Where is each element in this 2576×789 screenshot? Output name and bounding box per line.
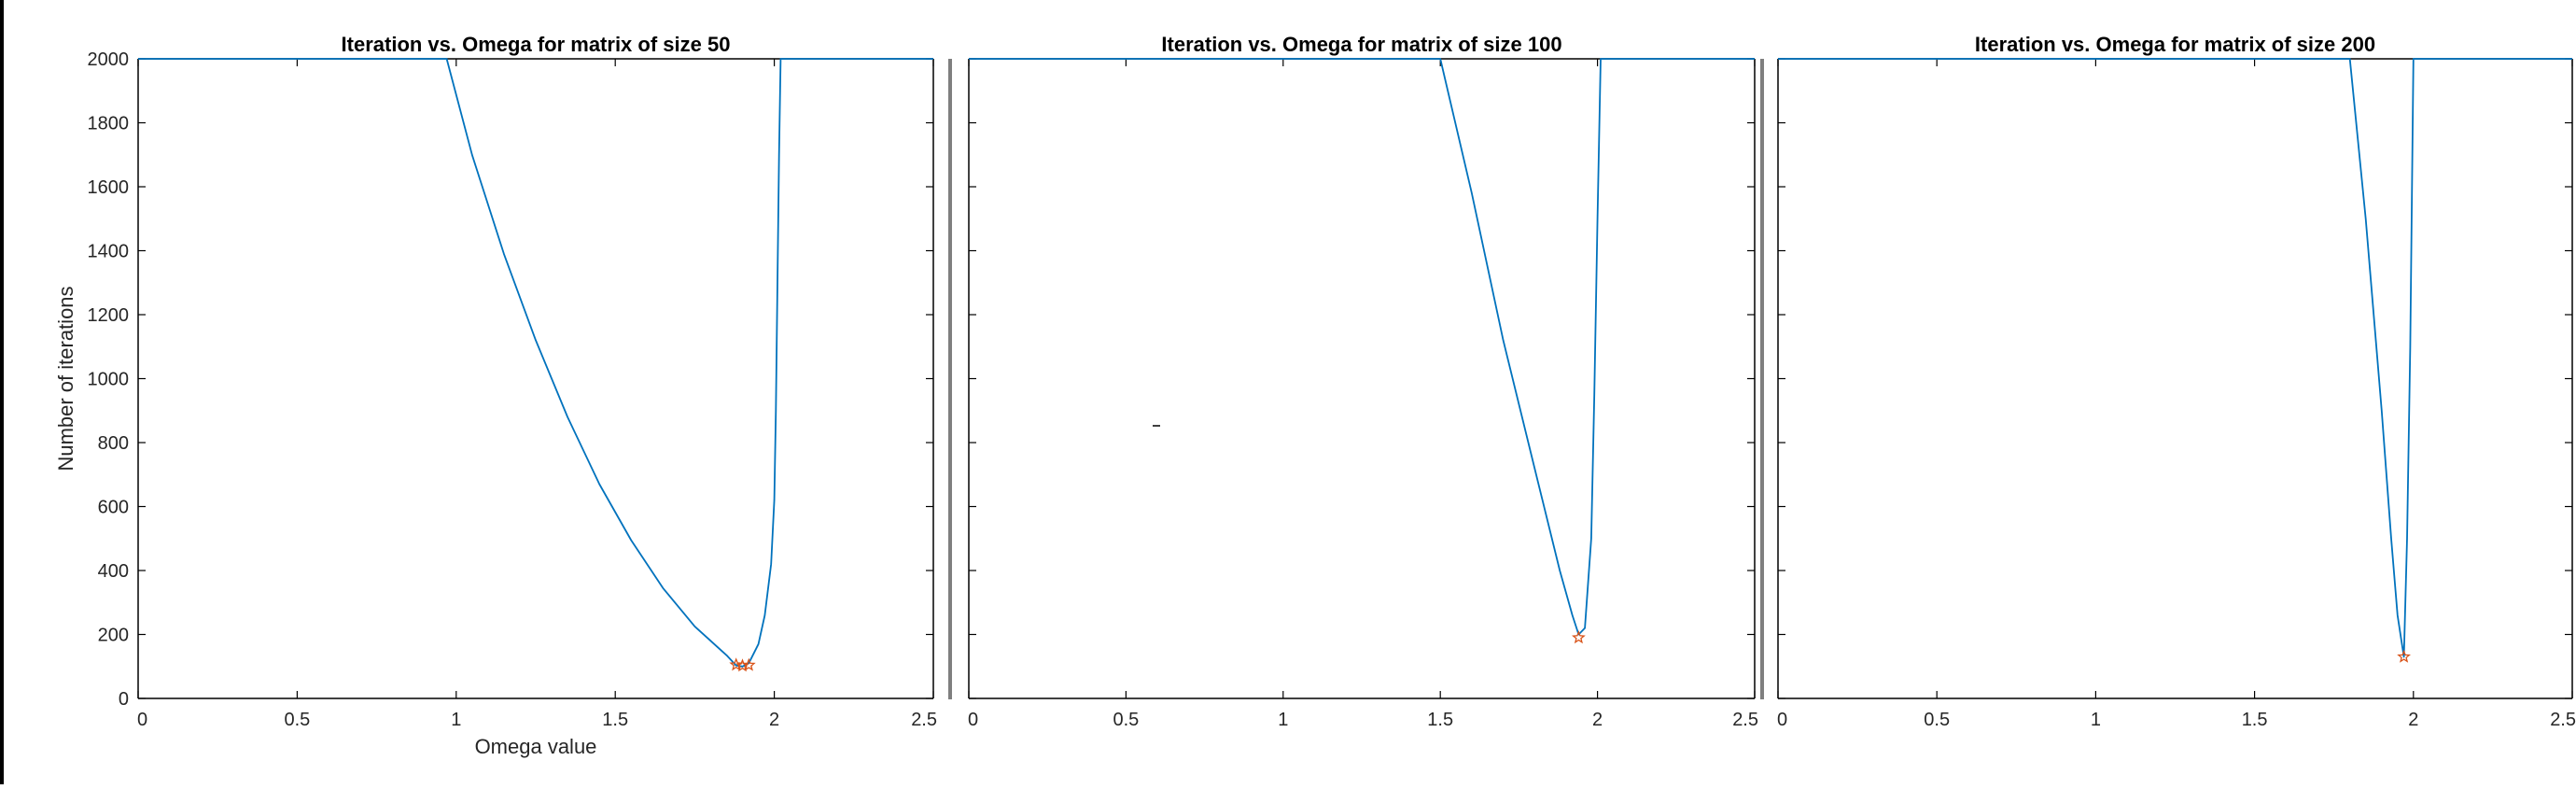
x-tick-label: 2 <box>2408 710 2418 730</box>
x-axis-label: Omega value <box>475 735 597 758</box>
min-point-marker-2 <box>735 658 749 672</box>
x-tick-label: 2.5 <box>911 710 937 730</box>
min-point-marker-1 <box>2397 649 2411 663</box>
chart-title: Iteration vs. Omega for matrix of size 5… <box>342 33 731 56</box>
panel-divider-2 <box>1760 59 1764 699</box>
x-tick-label: 0.5 <box>1113 710 1139 730</box>
y-tick-label: 1800 <box>88 114 130 134</box>
series-line-1 <box>138 58 933 668</box>
x-tick-label: 1 <box>1278 710 1288 730</box>
y-tick-label: 0 <box>119 689 129 710</box>
y-tick-label: 1600 <box>88 177 130 198</box>
y-tick-label: 1200 <box>88 305 130 326</box>
y-tick-label: 1400 <box>88 242 130 262</box>
x-tick-label: 1 <box>451 710 461 730</box>
x-tick-label: 0.5 <box>284 710 310 730</box>
panel-divider-1 <box>948 59 952 699</box>
x-tick-label: 1.5 <box>602 710 628 730</box>
y-tick-label: 400 <box>98 561 129 582</box>
y-tick-label: 800 <box>98 433 129 454</box>
figure-left-edge <box>0 0 4 784</box>
y-tick-label: 1000 <box>88 370 130 390</box>
x-tick-label: 2.5 <box>1732 710 1758 730</box>
series-line-1 <box>1778 58 2572 658</box>
x-tick-label: 0 <box>1777 710 1787 730</box>
chart-panel-2: 0 0.5 1 1.5 2 2.5 Iteration vs. Omega for matr… <box>968 33 1758 730</box>
x-tick-label: 0.5 <box>1924 710 1950 730</box>
x-tick-label: 1 <box>2091 710 2101 730</box>
x-tick-label: 2.5 <box>2550 710 2576 730</box>
chart-title: Iteration vs. Omega for matrix of size 2… <box>1975 33 2375 56</box>
x-tick-label: 0 <box>137 710 147 730</box>
x-tick-label: 1.5 <box>1427 710 1453 730</box>
x-tick-label: 1.5 <box>2242 710 2268 730</box>
min-point-marker-1 <box>729 657 744 671</box>
min-point-marker-1 <box>1572 630 1586 644</box>
chart-panel-1: 0 0.5 1 1.5 2 2.5 0 200 400 600 800 1000 1200 1400 160… <box>54 33 937 758</box>
y-tick-label: 200 <box>98 626 129 646</box>
series-line-1 <box>969 58 1755 636</box>
x-tick-label: 0 <box>968 710 978 730</box>
y-tick-label: 2000 <box>88 49 130 70</box>
y-axis-label: Number of iterations <box>54 286 77 471</box>
y-tick-label: 600 <box>98 498 129 518</box>
x-tick-label: 2 <box>1592 710 1603 730</box>
min-point-marker-3 <box>741 657 756 671</box>
chart-title: Iteration vs. Omega for matrix of size 1… <box>1161 33 1561 56</box>
x-tick-label: 2 <box>769 710 779 730</box>
chart-panel-3: 0 0.5 1 1.5 2 2.5 Iteration vs. Omega for matr… <box>1777 33 2576 730</box>
